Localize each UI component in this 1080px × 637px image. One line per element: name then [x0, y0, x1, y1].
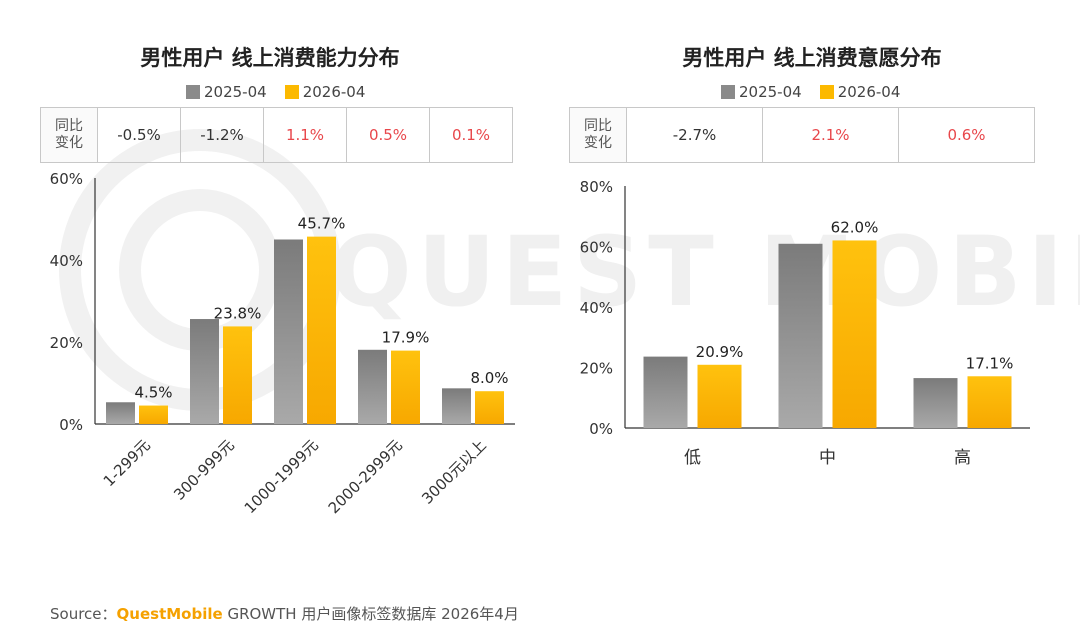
y-tick-label: 0%: [59, 416, 83, 434]
bar-2025-04-2: [274, 239, 303, 424]
yoy-value: -1.2%: [200, 126, 244, 144]
legend-item-2025: 2025-04: [721, 83, 802, 101]
y-tick-label: 40%: [580, 299, 613, 317]
y-tick-label: 20%: [50, 334, 83, 352]
yoy-header-text: 同比变化: [55, 118, 83, 151]
data-label: 20.9%: [696, 343, 744, 361]
legend-item-2026: 2026-04: [819, 83, 901, 101]
yoy-value: 2.1%: [811, 126, 850, 144]
yoy-header: 同比变化: [569, 107, 627, 163]
yoy-cell: 1.1%: [263, 107, 347, 163]
bar-chart-left: 0% 20% 40% 60% 4.5% 1-299元 23.8% 300-999元 45.7% 1…: [50, 170, 515, 517]
legend-right: 2025-04 2026-04: [721, 83, 900, 101]
yoy-value: 1.1%: [285, 126, 325, 144]
bar-2026-04-1: [223, 326, 252, 424]
y-tick-label: 60%: [580, 239, 613, 257]
yoy-row: 同比变化 -2.7% 2.1% 0.6%: [569, 107, 1035, 163]
source-prefix: Source：: [50, 605, 117, 623]
legend-item-2026: 2026-04: [284, 83, 366, 101]
legend-swatch-2026: [284, 85, 299, 99]
bar-2026-04-4: [475, 391, 504, 424]
x-tick-label: 1-299元: [100, 436, 154, 490]
x-tick-label: 中: [819, 448, 836, 468]
yoy-table-left: 同比变化 -0.5% -1.2% 1.1% 0.5% 0.1%: [40, 107, 513, 163]
legend-label-2025: 2025-04: [739, 83, 802, 101]
data-label: 62.0%: [831, 218, 879, 236]
yoy-cell: -1.2%: [180, 107, 264, 163]
yoy-row: 同比变化 -0.5% -1.2% 1.1% 0.5% 0.1%: [40, 107, 513, 163]
yoy-cell: 2.1%: [762, 107, 899, 163]
source-brand: QuestMobile: [116, 605, 223, 623]
bar-2026-04-0: [139, 405, 168, 424]
data-label: 8.0%: [470, 369, 508, 387]
data-label: 17.1%: [966, 354, 1014, 372]
x-tick-label: 2000-2999元: [325, 436, 406, 517]
yoy-cell: 0.1%: [429, 107, 513, 163]
yoy-value: 0.5%: [368, 126, 408, 144]
bar-2026-04-2: [307, 236, 336, 424]
yoy-header: 同比变化: [40, 107, 98, 163]
source-note: Source：QuestMobile GROWTH 用户画像标签数据库 2026…: [50, 603, 519, 624]
legend-swatch-2025: [186, 85, 200, 99]
bar-2026-04-3: [391, 350, 420, 424]
bar-2025-04-3: [358, 349, 387, 424]
legend-label-2025: 2025-04: [204, 83, 267, 101]
data-label: 17.9%: [382, 329, 430, 347]
bar-chart-right: 0% 20% 40% 60% 80% 20.9% 低 62.0% 中 17.1% 高: [580, 178, 1030, 468]
y-tick-label: 20%: [580, 360, 613, 378]
yoy-value: -2.7%: [672, 126, 717, 144]
bar-2025-04-0: [643, 356, 688, 428]
bar-2025-04-2: [913, 378, 958, 428]
legend-left: 2025-04 2026-04: [186, 83, 365, 101]
chart-title-right: 男性用户 线上消费意愿分布: [682, 46, 942, 70]
x-tick-label: 高: [954, 448, 971, 468]
bar-2026-04-0: [697, 364, 742, 428]
yoy-cell: -0.5%: [97, 107, 181, 163]
x-tick-label: 低: [684, 448, 701, 468]
legend-swatch-2026: [819, 85, 834, 99]
yoy-cell: 0.5%: [346, 107, 430, 163]
yoy-cell: 0.6%: [898, 107, 1035, 163]
data-label: 45.7%: [298, 215, 346, 233]
y-tick-label: 60%: [50, 170, 83, 188]
data-label: 23.8%: [214, 304, 262, 322]
data-label: 4.5%: [134, 384, 172, 402]
x-tick-label: 300-999元: [170, 436, 238, 504]
legend-item-2025: 2025-04: [186, 83, 267, 101]
yoy-value: 0.6%: [947, 126, 986, 144]
yoy-value: -0.5%: [117, 126, 161, 144]
chart-title-left: 男性用户 线上消费能力分布: [140, 46, 400, 70]
yoy-cell: -2.7%: [626, 107, 763, 163]
y-tick-label: 80%: [580, 178, 613, 196]
y-tick-label: 0%: [589, 420, 613, 438]
yoy-table-right: 同比变化 -2.7% 2.1% 0.6%: [569, 107, 1035, 163]
bar-2026-04-1: [832, 240, 877, 428]
x-tick-label: 3000元以上: [418, 436, 490, 508]
yoy-value: 0.1%: [451, 126, 491, 144]
y-tick-label: 40%: [50, 252, 83, 270]
bar-2026-04-2: [967, 376, 1012, 428]
x-tick-label: 1000-1999元: [241, 436, 322, 517]
legend-label-2026: 2026-04: [302, 83, 366, 101]
bar-2025-04-1: [778, 243, 823, 428]
bar-2025-04-1: [190, 319, 219, 424]
yoy-header-text: 同比变化: [584, 118, 612, 151]
bar-2025-04-4: [442, 388, 471, 424]
legend-label-2026: 2026-04: [837, 83, 901, 101]
source-rest: GROWTH 用户画像标签数据库 2026年4月: [222, 605, 519, 623]
bar-2025-04-0: [106, 402, 135, 424]
legend-swatch-2025: [721, 85, 735, 99]
